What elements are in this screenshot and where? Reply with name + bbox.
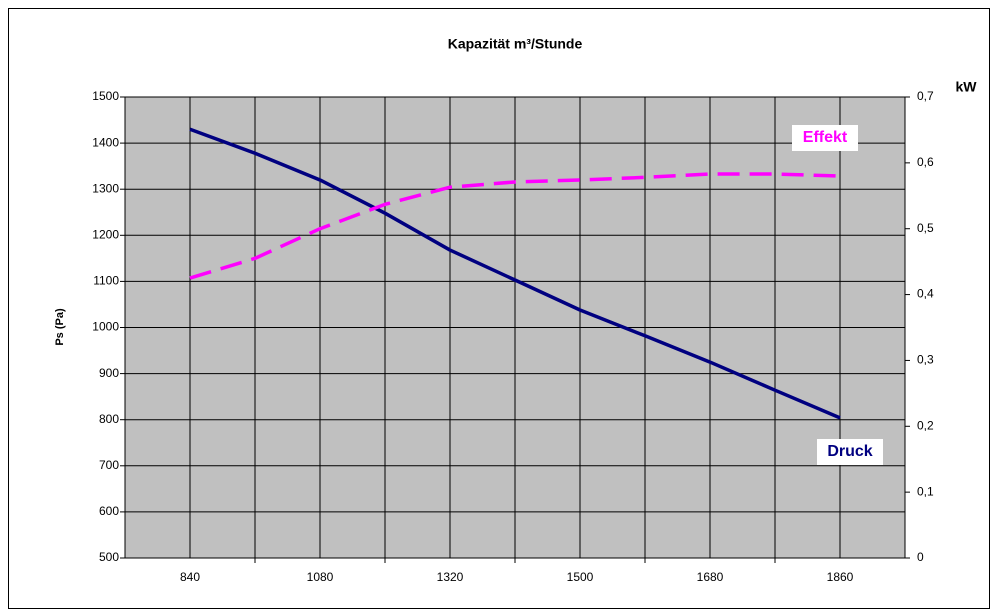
y-tick-label: 500	[99, 550, 119, 564]
x-tick-label: 1080	[307, 570, 334, 584]
x-tick-label: 1860	[827, 570, 854, 584]
y2-tick-label: 0,5	[917, 221, 934, 235]
y-tick-label: 1100	[93, 274, 119, 288]
y2-tick-label: 0,4	[917, 287, 934, 301]
series-line	[189, 127, 841, 420]
y-tick-label: 800	[99, 412, 119, 426]
y2-tick-label: 0	[917, 550, 924, 564]
y-tick-label: 1200	[92, 227, 119, 241]
y2-axis-label: kW	[956, 79, 978, 95]
plot-border	[124, 96, 906, 559]
y-tick-label: 1300	[92, 181, 119, 195]
x-tick-label: 1500	[567, 570, 594, 584]
series-label: Druck	[827, 443, 872, 460]
y2-tick-label: 0,1	[917, 484, 934, 498]
series-label: Effekt	[803, 129, 848, 146]
x-tick-label: 840	[180, 570, 200, 584]
y-tick-label: 1500	[92, 89, 119, 103]
y2-tick-label: 0,7	[917, 89, 934, 103]
series-line	[189, 172, 841, 280]
y-tick-label: 1000	[92, 320, 119, 334]
y-tick-label: 1400	[92, 135, 119, 149]
y2-tick-label: 0,3	[917, 353, 934, 367]
x-tick-label: 1680	[697, 570, 724, 584]
y2-tick-label: 0,2	[917, 418, 934, 432]
series-label-box	[792, 125, 858, 151]
chart-title: Kapazität m³/Stunde	[448, 36, 583, 52]
y-axis-label: Ps (Pa)	[54, 308, 66, 346]
series-label-box	[817, 439, 883, 465]
y-tick-label: 900	[99, 366, 119, 380]
y-tick-label: 700	[99, 458, 119, 472]
y2-tick-label: 0,6	[917, 155, 934, 169]
x-tick-label: 1320	[437, 570, 464, 584]
y-tick-label: 600	[99, 504, 119, 518]
